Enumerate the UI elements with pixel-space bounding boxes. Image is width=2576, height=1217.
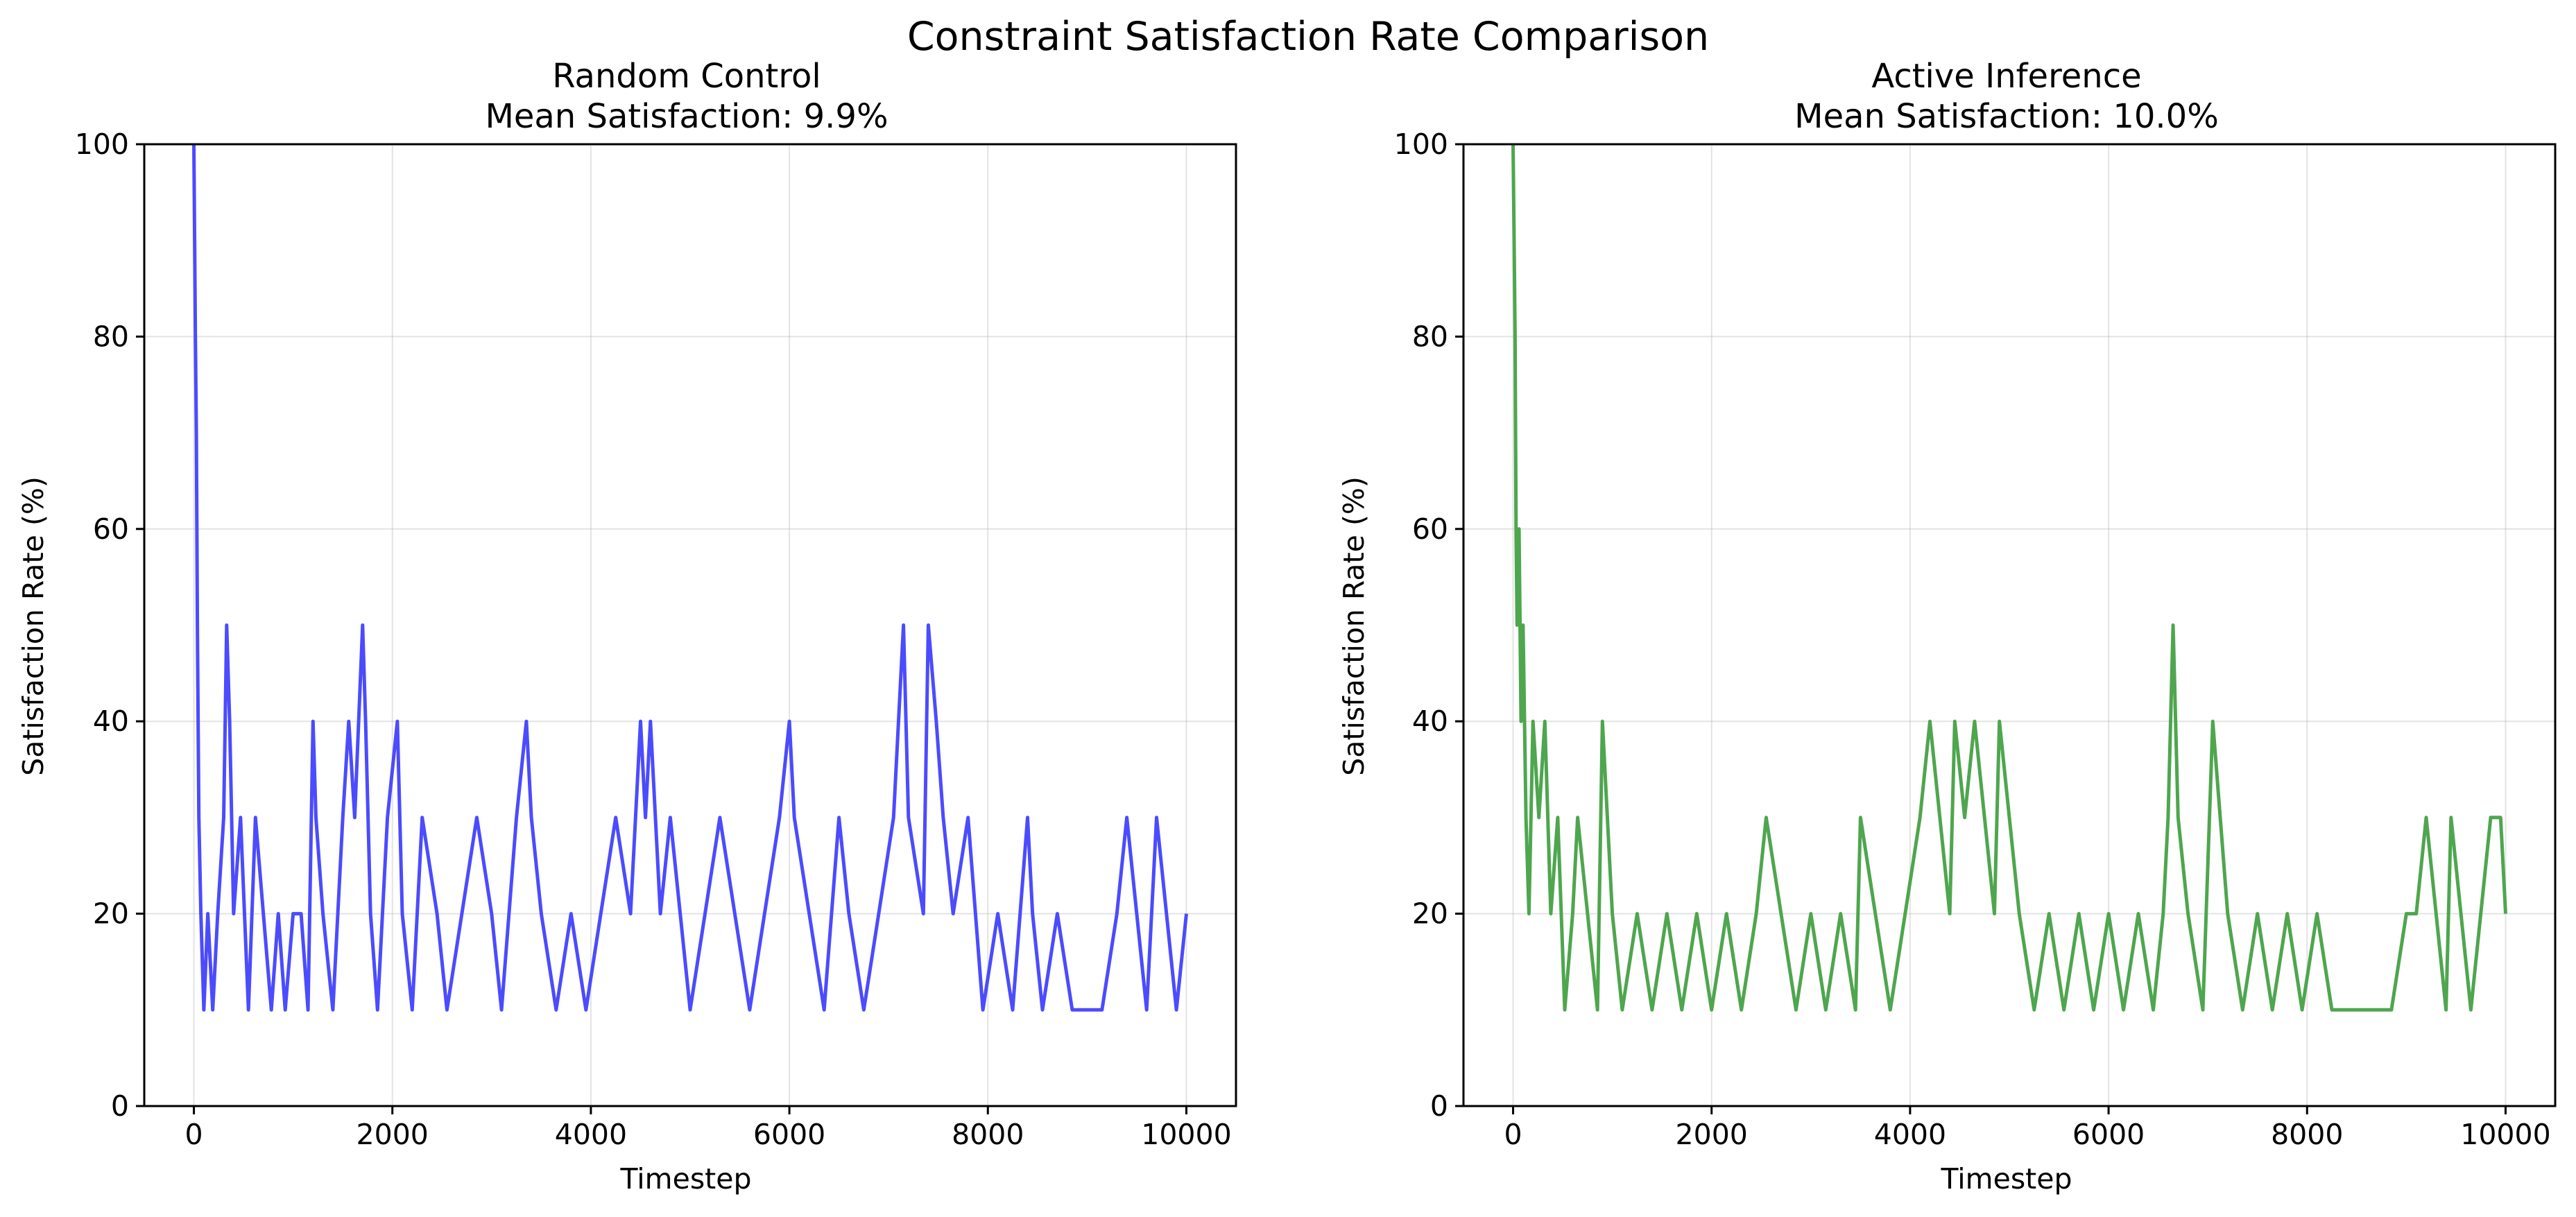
y-tick-label: 100 bbox=[75, 128, 129, 161]
y-tick-label: 80 bbox=[1412, 320, 1448, 353]
panel-random-control: Random Control Mean Satisfaction: 9.9% T… bbox=[17, 57, 1237, 1196]
y-axis-label: Satisfaction Rate (%) bbox=[17, 476, 50, 776]
panel-active-inference: Active Inference Mean Satisfaction: 10.0… bbox=[1337, 57, 2557, 1196]
y-axis-label: Satisfaction Rate (%) bbox=[1337, 476, 1371, 776]
x-tick-label: 8000 bbox=[952, 1118, 1024, 1151]
series-line-0 bbox=[192, 144, 1188, 1012]
x-tick-label: 8000 bbox=[2271, 1118, 2343, 1151]
figure-title: Constraint Satisfaction Rate Comparison bbox=[907, 14, 1709, 60]
x-axis-label: Timestep bbox=[1940, 1162, 2072, 1196]
x-tick-label: 6000 bbox=[2072, 1118, 2145, 1151]
plot-frame bbox=[143, 143, 1237, 1107]
y-tick-label: 40 bbox=[93, 705, 129, 738]
plot-frame bbox=[1462, 143, 2557, 1107]
panel-title-line1: Random Control bbox=[552, 57, 821, 96]
panel-title-line2: Mean Satisfaction: 9.9% bbox=[485, 97, 888, 136]
panel-title-line1: Active Inference bbox=[1871, 57, 2141, 96]
y-tick-label: 40 bbox=[1412, 705, 1448, 738]
x-tick-label: 0 bbox=[184, 1118, 203, 1151]
y-tick-label: 20 bbox=[1412, 897, 1448, 931]
x-tick-label: 0 bbox=[1504, 1118, 1522, 1151]
y-tick-label: 80 bbox=[93, 320, 129, 353]
y-tick-label: 60 bbox=[1412, 512, 1448, 546]
y-tick-label: 60 bbox=[93, 512, 129, 546]
y-tick-label: 0 bbox=[1430, 1089, 1448, 1123]
x-tick-label: 2000 bbox=[1676, 1118, 1748, 1151]
x-tick-label: 4000 bbox=[555, 1118, 627, 1151]
x-tick-label: 2000 bbox=[357, 1118, 429, 1151]
y-tick-label: 100 bbox=[1394, 128, 1448, 161]
x-tick-label: 6000 bbox=[753, 1118, 825, 1151]
x-tick-label: 4000 bbox=[1874, 1118, 1946, 1151]
y-tick-label: 0 bbox=[111, 1089, 129, 1123]
y-tick-label: 20 bbox=[93, 897, 129, 931]
x-tick-label: 10000 bbox=[1141, 1118, 1231, 1151]
x-tick-label: 10000 bbox=[2460, 1118, 2550, 1151]
plot-area bbox=[1463, 144, 2555, 1106]
x-axis-label: Timestep bbox=[619, 1162, 751, 1196]
panel-title-line2: Mean Satisfaction: 10.0% bbox=[1794, 97, 2219, 136]
series-line-0 bbox=[1511, 144, 2507, 1012]
